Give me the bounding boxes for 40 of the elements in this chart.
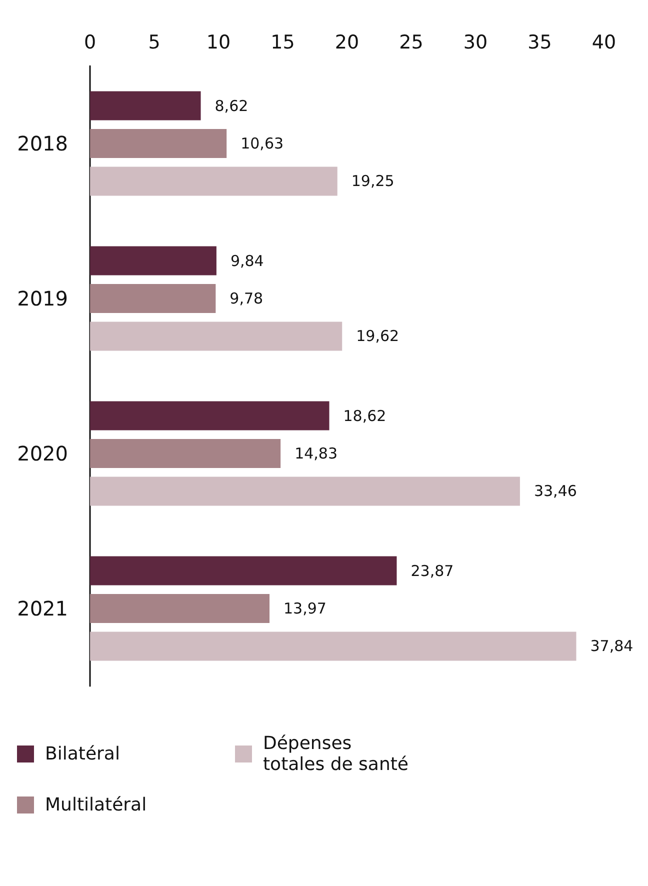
x-tick-label: 35 bbox=[528, 32, 552, 54]
x-tick-label: 30 bbox=[463, 32, 488, 54]
bar bbox=[90, 401, 330, 430]
data-label: 10,63 bbox=[240, 134, 284, 152]
data-label: 33,46 bbox=[534, 482, 577, 500]
bar bbox=[90, 91, 201, 120]
bar bbox=[90, 476, 520, 506]
data-label: 37,84 bbox=[590, 637, 634, 656]
bar bbox=[90, 439, 281, 468]
data-label: 9,84 bbox=[230, 252, 264, 270]
y-tick-label: 2018 bbox=[17, 132, 68, 156]
x-tick-label: 10 bbox=[206, 32, 231, 54]
x-tick-label: 0 bbox=[84, 32, 96, 54]
bar bbox=[90, 556, 397, 586]
legend-label: Bilatéral bbox=[45, 744, 120, 764]
data-label: 19,25 bbox=[351, 172, 394, 190]
bar bbox=[90, 632, 576, 661]
bar bbox=[90, 246, 216, 276]
x-tick-label: 5 bbox=[148, 32, 160, 54]
legend-label: Multilatéral bbox=[45, 794, 147, 816]
x-tick-label: 20 bbox=[334, 32, 360, 54]
data-label: 19,62 bbox=[356, 327, 400, 346]
data-label: 14,83 bbox=[294, 444, 338, 462]
data-label: 18,62 bbox=[343, 406, 386, 425]
data-label: 23,87 bbox=[410, 562, 454, 580]
y-tick-label: 2020 bbox=[17, 442, 68, 466]
y-tick-label: 2019 bbox=[17, 286, 68, 310]
x-tick-label: 15 bbox=[270, 32, 295, 54]
bar bbox=[90, 284, 216, 313]
data-label: 9,78 bbox=[230, 290, 264, 308]
y-tick-label: 2021 bbox=[17, 596, 68, 620]
x-tick-label: 40 bbox=[592, 32, 616, 54]
bar bbox=[90, 129, 227, 158]
bar bbox=[90, 322, 342, 351]
data-label: 8,62 bbox=[214, 96, 248, 115]
legend-label: Dépenses totales de santé bbox=[263, 733, 409, 775]
bar bbox=[90, 594, 270, 623]
data-label: 13,97 bbox=[284, 600, 326, 618]
bar bbox=[90, 166, 338, 196]
x-tick-label: 25 bbox=[399, 32, 424, 54]
